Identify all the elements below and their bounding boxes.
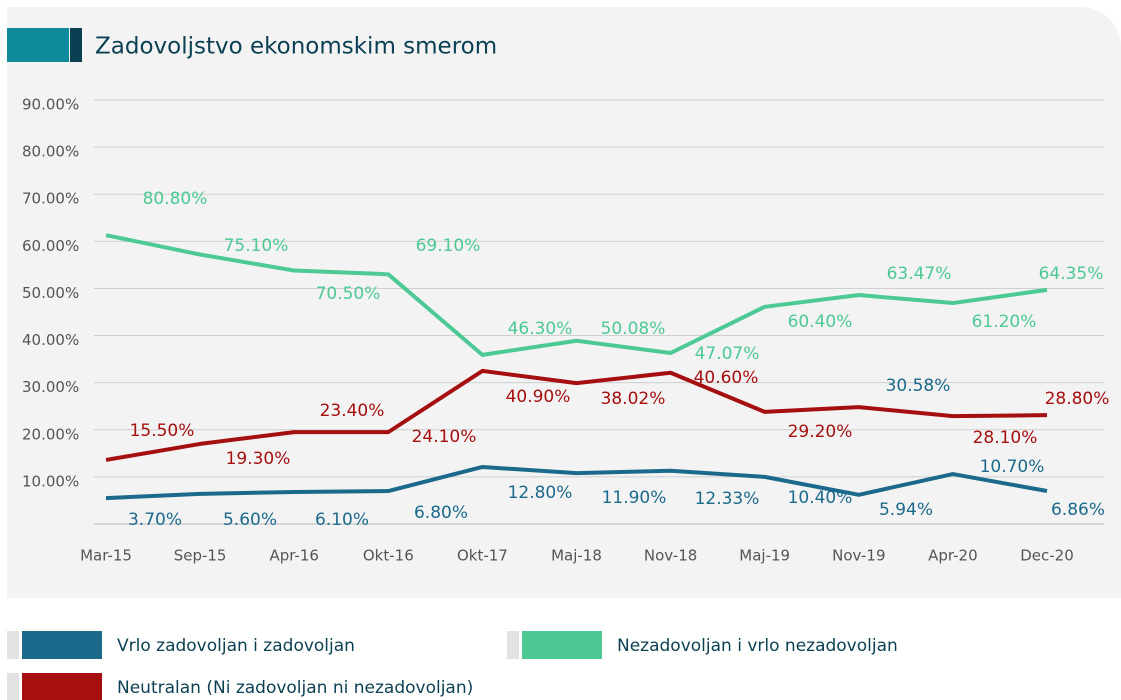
x-tick-label: Maj-18 [551, 547, 602, 565]
data-label: 6.80% [414, 503, 468, 523]
line [105, 464, 1048, 501]
data-label: 5.60% [223, 510, 277, 530]
data-label: 70.50% [316, 284, 381, 304]
data-label: 28.10% [973, 428, 1038, 448]
data-label: 80.80% [143, 189, 208, 209]
data-label: 69.10% [416, 236, 481, 256]
data-label: 11.90% [602, 488, 667, 508]
legend-bg [7, 631, 19, 659]
y-tick-label: 60.00% [22, 237, 79, 255]
data-label: 30.58% [886, 376, 951, 396]
data-label: 12.80% [508, 483, 573, 503]
legend-label: Vrlo zadovoljan i zadovoljan [117, 636, 355, 656]
data-label: 5.94% [879, 500, 933, 520]
x-tick-label: Maj-19 [739, 547, 790, 565]
legend-label: Neutralan (Ni zadovoljan ni nezadovoljan… [117, 678, 473, 698]
x-tick-label: Apr-20 [928, 547, 978, 565]
data-label: 75.10% [224, 236, 289, 256]
legend-swatch [22, 673, 102, 700]
y-tick-label: 70.00% [22, 190, 79, 208]
data-label: 29.20% [788, 422, 853, 442]
legend-swatch [22, 631, 102, 659]
data-label: 3.70% [128, 510, 182, 530]
legend-swatch [522, 631, 602, 659]
legend-bg [507, 631, 519, 659]
title-bar-end [70, 28, 82, 62]
x-tick-label: Dec-20 [1020, 547, 1074, 565]
data-label: 50.08% [601, 319, 666, 339]
x-tick-label: Okt-17 [457, 547, 508, 565]
y-tick-label: 80.00% [22, 143, 79, 161]
data-label: 40.60% [694, 368, 759, 388]
x-tick-label: Okt-16 [363, 547, 414, 565]
data-label: 12.33% [695, 489, 760, 509]
legend-bg [7, 673, 19, 700]
x-tick-label: Apr-16 [269, 547, 319, 565]
title-bar [7, 28, 69, 62]
y-tick-label: 40.00% [22, 331, 79, 349]
data-label: 28.80% [1045, 389, 1110, 409]
data-label: 19.30% [226, 449, 291, 469]
y-tick-label: 50.00% [22, 284, 79, 302]
line [105, 368, 1048, 462]
y-tick-label: 90.00% [22, 96, 79, 114]
y-tick-label: 20.00% [22, 425, 79, 443]
data-label: 60.40% [788, 312, 853, 332]
data-label: 61.20% [972, 312, 1037, 332]
data-label: 23.40% [320, 401, 385, 421]
line [105, 233, 1048, 357]
y-tick-label: 10.00% [22, 472, 79, 490]
x-tick-label: Nov-19 [832, 547, 885, 565]
panel [7, 7, 1121, 598]
data-label: 63.47% [887, 264, 952, 284]
legend-label: Nezadovoljan i vrlo nezadovoljan [617, 636, 898, 656]
data-label: 15.50% [130, 421, 195, 441]
data-label: 24.10% [412, 427, 477, 447]
data-label: 47.07% [695, 344, 760, 364]
chart-title: Zadovoljstvo ekonomskim smerom [95, 34, 497, 60]
data-label: 40.90% [506, 387, 571, 407]
data-label: 64.35% [1039, 264, 1104, 284]
x-tick-label: Nov-18 [644, 547, 697, 565]
x-tick-label: Sep-15 [174, 547, 227, 565]
y-tick-label: 30.00% [22, 378, 79, 396]
data-label: 10.40% [788, 488, 853, 508]
data-label: 6.86% [1051, 500, 1105, 520]
data-label: 38.02% [601, 389, 666, 409]
x-tick-label: Mar-15 [80, 547, 132, 565]
data-label: 46.30% [508, 319, 573, 339]
data-label: 6.10% [315, 510, 369, 530]
data-label: 10.70% [980, 457, 1045, 477]
